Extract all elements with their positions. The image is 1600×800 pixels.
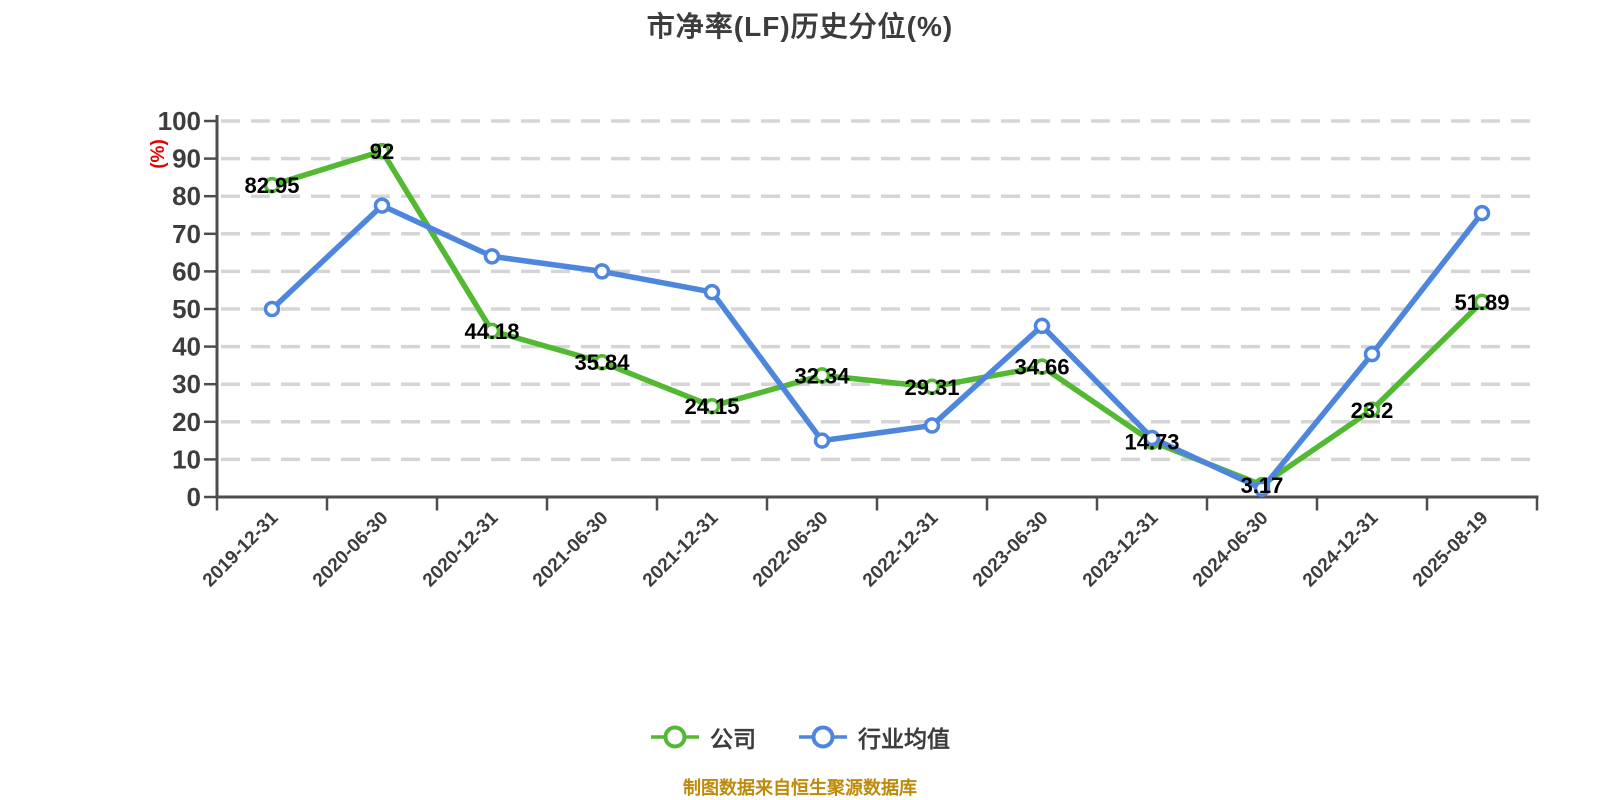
data-point-marker [923, 417, 941, 434]
data-point-marker [1253, 480, 1271, 497]
y-axis-unit-label: (%) [148, 139, 169, 169]
value-labels: 82.95 92 44.18 35.84 24.15 32.34 29.31 34.66 14.… [244, 139, 1509, 498]
data-point-marker [703, 397, 721, 415]
data-point-marker [483, 322, 501, 340]
value-label: 29.31 [904, 375, 959, 400]
x-tick-label: 2022-06-30 [749, 508, 833, 592]
y-tick-label: 90 [172, 144, 201, 174]
data-point-marker [813, 432, 831, 449]
y-tick-label: 60 [172, 256, 201, 286]
x-tick-label: 2024-06-30 [1189, 508, 1273, 592]
y-tick-label: 10 [172, 444, 201, 474]
x-tick-label: 2019-12-31 [199, 507, 283, 591]
x-tick-label: 2022-12-31 [859, 507, 943, 591]
x-tick-label: 2021-06-30 [529, 508, 613, 592]
y-tick-label: 0 [187, 482, 201, 512]
series-line [269, 148, 1485, 488]
y-tick-label: 70 [172, 219, 201, 249]
legend-label-industry-average: 行业均值 [858, 726, 950, 752]
x-tick-label: 2024-12-31 [1299, 507, 1383, 591]
x-tick-label: 2020-06-30 [309, 508, 393, 592]
series-line [269, 202, 1485, 492]
value-label: 51.89 [1454, 290, 1509, 315]
data-point-marker [703, 283, 721, 301]
legend-item-company[interactable]: 公司 [650, 720, 756, 754]
data-point-marker [813, 367, 831, 384]
legend-item-industry-average[interactable]: 行业均值 [798, 720, 950, 754]
data-point-marker [373, 142, 391, 160]
industry-series-marker-icon [799, 725, 847, 749]
y-tick-label: 50 [172, 294, 201, 324]
x-tick-labels: 2019-12-31 2020-06-30 2020-12-31 2021-06-30… [199, 507, 1493, 591]
data-point-marker [1473, 293, 1491, 311]
y-tick-label: 30 [172, 369, 201, 399]
value-label: 3.17 [1241, 473, 1284, 498]
data-point-marker [1033, 358, 1051, 375]
data-point-marker [1363, 345, 1381, 363]
chart-title: 市净率(LF)历史分位(%) [646, 11, 954, 42]
data-point-marker [1363, 401, 1381, 419]
value-label: 35.84 [574, 350, 630, 375]
data-point-marker [923, 378, 941, 396]
data-point-marker [1033, 317, 1051, 335]
axes [204, 115, 1539, 511]
value-label: 14.73 [1124, 430, 1179, 455]
data-point-marker [263, 300, 281, 318]
value-label: 32.34 [794, 363, 850, 388]
value-label: 34.66 [1014, 355, 1069, 380]
y-tick-label: 20 [172, 407, 201, 437]
data-source-caption: 制图数据来自恒生聚源数据库 [683, 778, 917, 798]
series-1 [263, 197, 1491, 497]
value-label: 44.18 [464, 319, 519, 344]
value-label: 24.15 [684, 394, 739, 419]
data-point-marker [1473, 204, 1491, 222]
y-tick-label: 100 [158, 106, 201, 136]
y-tick-label: 80 [172, 181, 201, 211]
data-point-marker [593, 353, 611, 371]
x-tick-label: 2025-08-19 [1409, 508, 1493, 592]
value-label: 82.95 [244, 173, 299, 198]
data-point-marker [373, 197, 391, 214]
data-point-marker [1143, 429, 1161, 447]
chart-legend: 公司 行业均值 [0, 720, 1600, 754]
x-tick-label: 2020-12-31 [419, 507, 503, 591]
company-series-marker-icon [651, 725, 699, 749]
value-label: 92 [370, 139, 394, 164]
x-tick-label: 2021-12-31 [639, 507, 723, 591]
y-tick-labels: 0 10 20 30 40 50 60 70 80 90 100 [158, 106, 201, 512]
legend-label-company: 公司 [710, 726, 756, 752]
data-point-marker [483, 248, 501, 265]
x-tick-label: 2023-12-31 [1079, 507, 1163, 591]
y-tick-label: 40 [172, 332, 201, 362]
data-point-marker [263, 176, 281, 194]
x-tick-label: 2023-06-30 [969, 508, 1053, 592]
y-gridlines [221, 119, 1537, 462]
value-label: 23.2 [1351, 398, 1394, 423]
data-point-marker [593, 263, 611, 280]
